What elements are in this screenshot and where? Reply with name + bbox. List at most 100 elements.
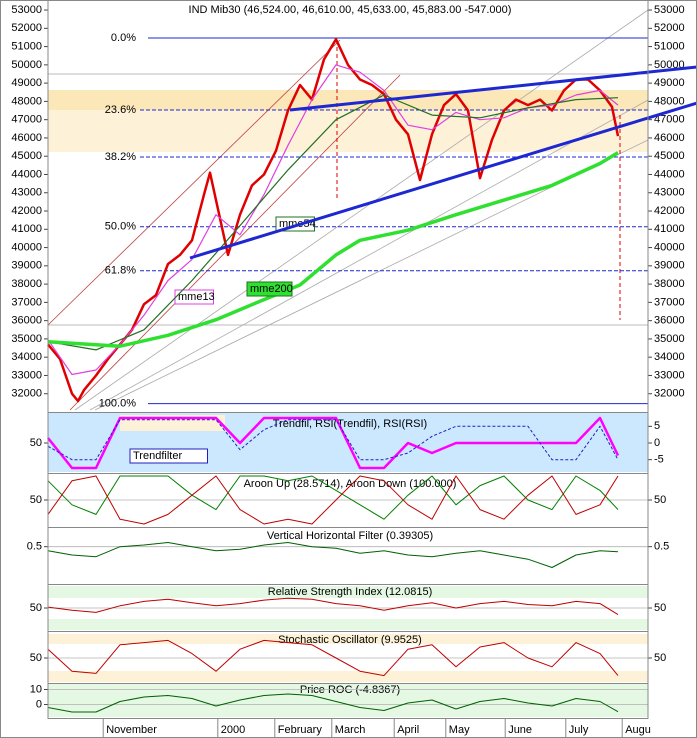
band xyxy=(48,671,648,682)
y-tick-label: 0.5 xyxy=(27,541,42,553)
series-line xyxy=(47,416,620,470)
level-label: 23.6% xyxy=(105,104,136,116)
chart-title: IND Mib30 (46,524.00, 46,610.00, 45,633.… xyxy=(189,4,512,16)
y-tick-label: 43000 xyxy=(654,187,685,199)
level-label: 0.0% xyxy=(111,32,136,44)
chart-title: Relative Strength Index (12.0815) xyxy=(268,586,433,598)
chart-title: Aroon Up (28.5714), Aroon Down (100.000) xyxy=(244,478,457,490)
y-tick-label: 41000 xyxy=(11,223,42,235)
y-tick-label: 46000 xyxy=(654,132,685,144)
y-tick-label: 44000 xyxy=(11,168,42,180)
y-tick-label: 49000 xyxy=(654,77,685,89)
y-tick-label: 34000 xyxy=(654,351,685,363)
series-line xyxy=(47,38,620,403)
channel-line xyxy=(69,74,401,411)
y-tick-label: 37000 xyxy=(654,296,685,308)
level-label: 38.2% xyxy=(105,151,136,163)
series-label-box xyxy=(246,281,293,297)
x-tick-label: July xyxy=(569,724,589,736)
y-tick-label: 43000 xyxy=(11,187,42,199)
x-tick-label: April xyxy=(397,724,419,736)
y-tick-label: 39000 xyxy=(11,260,42,272)
series-label-box xyxy=(129,448,208,464)
y-tick-label: 33000 xyxy=(11,369,42,381)
series-label: mme200 xyxy=(250,283,293,295)
y-tick-label: 50 xyxy=(30,494,42,506)
band xyxy=(48,110,648,152)
x-tick-label: Augu xyxy=(625,724,651,736)
y-tick-label: 38000 xyxy=(11,278,42,290)
series-line xyxy=(47,475,619,525)
series-line xyxy=(47,475,619,520)
y-tick-label: 45000 xyxy=(11,150,42,162)
level-label: 50.0% xyxy=(105,221,136,233)
y-tick-label: 40000 xyxy=(11,241,42,253)
y-tick-label: 38000 xyxy=(654,278,685,290)
y-tick-label: 49000 xyxy=(11,77,42,89)
y-tick-label: 44000 xyxy=(654,168,685,180)
y-tick-label: 33000 xyxy=(654,369,685,381)
y-tick-label: 53000 xyxy=(654,4,685,16)
y-tick-label: 51000 xyxy=(11,40,42,52)
y-tick-label: 52000 xyxy=(654,22,685,34)
y-tick-label: 39000 xyxy=(654,260,685,272)
plot-layer: IND Mib30 (46,524.00, 46,610.00, 45,633.… xyxy=(11,4,685,738)
series-label: Trendfilter xyxy=(133,450,182,462)
series-label-box xyxy=(174,289,214,305)
y-tick-label: 51000 xyxy=(654,40,685,52)
y-tick-label: 0.5 xyxy=(654,541,669,553)
y-tick-label: 45000 xyxy=(654,150,685,162)
series-line xyxy=(47,419,619,461)
y-tick-label: 48000 xyxy=(11,95,42,107)
chart-title: Stochastic Oscillator (9.9525) xyxy=(278,634,422,646)
series-line xyxy=(47,693,619,713)
series-line xyxy=(47,542,619,568)
x-tick-label: February xyxy=(278,724,323,736)
y-tick-label: 32000 xyxy=(654,388,685,400)
x-tick-label: November xyxy=(106,724,157,736)
level-label: 61.8% xyxy=(105,265,136,277)
x-tick-label: June xyxy=(508,724,532,736)
trend-line xyxy=(289,65,697,112)
y-tick-label: 36000 xyxy=(654,315,685,327)
band xyxy=(48,634,648,644)
chart-title: Trendfil, RSI(Trendfil), RSI(RSI) xyxy=(273,418,427,430)
y-tick-label: 50 xyxy=(654,494,666,506)
series-line xyxy=(47,639,619,677)
y-tick-label: 40000 xyxy=(654,241,685,253)
channel-line xyxy=(47,39,341,326)
y2-tick-label: -5 xyxy=(654,454,664,466)
y-tick-label: 37000 xyxy=(11,296,42,308)
y-tick-label: 0 xyxy=(36,698,42,710)
series-line xyxy=(47,151,619,348)
level-label: 100.0% xyxy=(99,398,137,410)
y-tick-label: 50 xyxy=(654,652,666,664)
x-tick-label: May xyxy=(449,724,470,736)
panel-frame xyxy=(47,683,649,719)
y-tick-label: 47000 xyxy=(11,114,42,126)
y-tick-label: 53000 xyxy=(11,4,42,16)
band xyxy=(48,90,648,110)
y-tick-label: 47000 xyxy=(654,114,685,126)
x-tick-label: March xyxy=(335,724,366,736)
y-tick-label: 50 xyxy=(30,602,42,614)
channel-line xyxy=(74,9,649,411)
y2-tick-label: 5 xyxy=(654,420,660,432)
series-line xyxy=(47,94,619,351)
y-tick-label: 42000 xyxy=(11,205,42,217)
series-label: mme13 xyxy=(178,291,215,303)
y-tick-label: 32000 xyxy=(11,388,42,400)
band xyxy=(48,619,648,630)
chart-title: Price ROC (-4.8367) xyxy=(300,684,400,696)
y-tick-label: 50000 xyxy=(11,59,42,71)
x-tick-label: 2000 xyxy=(221,724,245,736)
y-tick-label: 46000 xyxy=(11,132,42,144)
y-tick-label: 50 xyxy=(654,602,666,614)
y-tick-label: 41000 xyxy=(654,223,685,235)
channel-line xyxy=(89,99,649,411)
y-tick-label: 34000 xyxy=(11,351,42,363)
y-tick-label: 10 xyxy=(30,683,42,695)
y-tick-label: 52000 xyxy=(11,22,42,34)
trend-line xyxy=(189,101,697,260)
